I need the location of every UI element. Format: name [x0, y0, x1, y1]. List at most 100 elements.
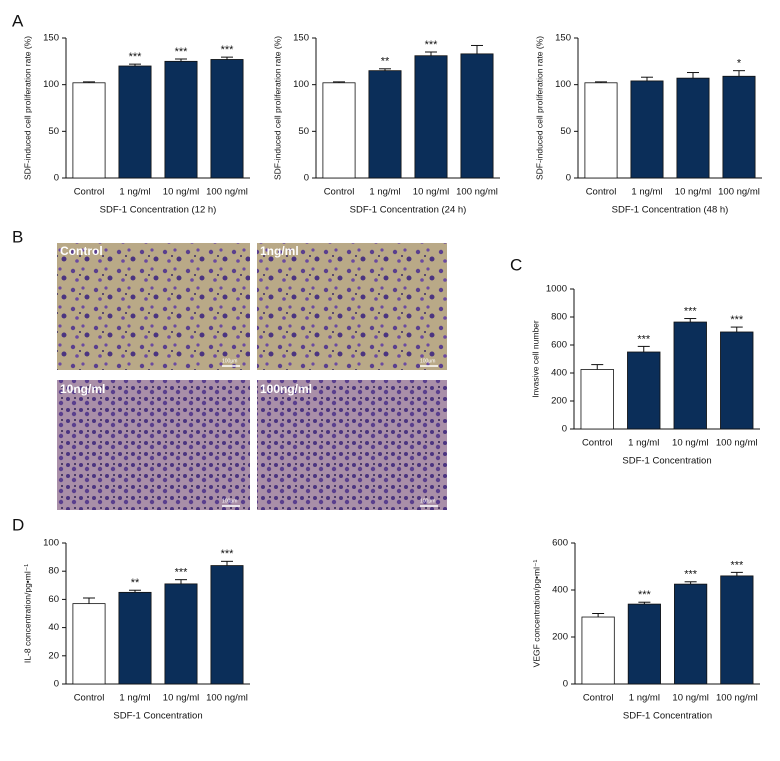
bar [674, 583, 708, 685]
y-axis-label: SDF-induced cell proliferation rate (%) [534, 36, 544, 180]
y-tick-label: 50 [298, 126, 309, 137]
micrograph [257, 380, 447, 510]
micrograph [257, 243, 447, 370]
y-tick-label: 400 [552, 585, 568, 596]
y-tick-label: 150 [43, 33, 59, 44]
x-tick-label: 1 ng/ml [119, 187, 150, 198]
x-tick-label: Control [586, 187, 617, 198]
bar [581, 616, 615, 685]
x-tick-label: 1 ng/ml [628, 438, 659, 449]
bar [118, 65, 152, 179]
y-axis-label: VEGF concentration/pg•ml⁻¹ [531, 560, 541, 668]
y-tick-label: 600 [552, 538, 568, 549]
significance-label: *** [638, 589, 652, 601]
significance-label: *** [175, 46, 189, 58]
x-tick-label: 1 ng/ml [119, 693, 150, 704]
y-tick-label: 100 [293, 79, 309, 90]
x-tick-label: Control [583, 693, 614, 704]
bar [584, 82, 618, 179]
y-tick-label: 100 [43, 79, 59, 90]
x-tick-label: 1 ng/ml [369, 187, 400, 198]
y-tick-label: 0 [562, 424, 567, 435]
bar [164, 60, 198, 179]
bar [210, 565, 244, 685]
bar [414, 55, 448, 179]
significance-label: *** [221, 548, 235, 560]
x-tick-label: Control [74, 693, 105, 704]
y-tick-label: 150 [555, 33, 571, 44]
x-tick-label: 10 ng/ml [163, 187, 199, 198]
x-tick-label: Control [582, 438, 613, 449]
scale-label: 100μm [420, 498, 435, 504]
significance-label: * [737, 58, 742, 70]
y-tick-label: 0 [54, 173, 59, 184]
x-tick-label: 10 ng/ml [672, 693, 708, 704]
panel-letter: C [510, 255, 522, 274]
y-tick-label: 50 [48, 126, 59, 137]
bar [118, 591, 152, 685]
y-tick-label: 0 [566, 173, 571, 184]
y-tick-label: 0 [54, 679, 59, 690]
bar [580, 369, 614, 430]
y-tick-label: 800 [551, 312, 567, 323]
y-axis-label: SDF-induced cell proliferation rate (%) [272, 36, 282, 180]
y-tick-label: 50 [560, 126, 571, 137]
scale-label: 100μm [420, 358, 435, 364]
x-axis-label: SDF-1 Concentration (12 h) [100, 205, 217, 216]
significance-label: *** [221, 44, 235, 56]
y-tick-label: 40 [48, 622, 59, 633]
x-tick-label: 100 ng/ml [716, 438, 758, 449]
bar [627, 603, 661, 685]
y-tick-label: 0 [304, 173, 309, 184]
x-tick-label: 100 ng/ml [206, 187, 248, 198]
significance-label: *** [730, 314, 744, 326]
bar [72, 603, 106, 685]
micrograph-label: 10ng/ml [60, 382, 105, 396]
x-axis-label: SDF-1 Concentration [623, 711, 712, 722]
significance-label: *** [684, 569, 698, 581]
x-tick-label: Control [324, 187, 355, 198]
y-tick-label: 200 [551, 396, 567, 407]
x-tick-label: Control [74, 187, 105, 198]
y-axis-label: SDF-induced cell proliferation rate (%) [22, 36, 32, 180]
y-tick-label: 150 [293, 33, 309, 44]
y-tick-label: 0 [563, 679, 568, 690]
x-tick-label: 1 ng/ml [631, 187, 662, 198]
x-tick-label: 10 ng/ml [672, 438, 708, 449]
micrograph-label: 1ng/ml [260, 244, 299, 258]
micrograph [57, 243, 250, 370]
x-axis-label: SDF-1 Concentration [622, 456, 711, 467]
x-axis-label: SDF-1 Concentration [113, 711, 202, 722]
bar [720, 575, 754, 685]
y-tick-label: 100 [555, 79, 571, 90]
bar [722, 75, 756, 179]
significance-label: ** [381, 56, 390, 68]
x-tick-label: 100 ng/ml [718, 187, 760, 198]
y-axis-label: IL-8 concentration/pg•ml⁻¹ [22, 564, 32, 663]
y-tick-label: 20 [48, 650, 59, 661]
bar [368, 70, 402, 179]
y-tick-label: 100 [43, 538, 59, 549]
y-tick-label: 200 [552, 632, 568, 643]
panel-letter: B [12, 227, 23, 246]
y-tick-label: 600 [551, 340, 567, 351]
x-tick-label: 1 ng/ml [629, 693, 660, 704]
y-axis-label: Invasive cell number [530, 320, 540, 398]
significance-label: *** [730, 559, 744, 571]
bar [164, 583, 198, 685]
bar [673, 321, 707, 430]
significance-label: *** [129, 51, 143, 63]
y-tick-label: 1000 [546, 284, 567, 295]
x-tick-label: 10 ng/ml [413, 187, 449, 198]
y-tick-label: 80 [48, 566, 59, 577]
bar [676, 77, 710, 179]
panel-letter: A [12, 11, 24, 30]
scale-label: 100μm [222, 498, 237, 504]
significance-label: *** [684, 305, 698, 317]
bar [627, 351, 661, 430]
x-tick-label: 100 ng/ml [716, 693, 758, 704]
bar [210, 59, 244, 179]
x-axis-label: SDF-1 Concentration (24 h) [350, 205, 467, 216]
significance-label: *** [637, 333, 651, 345]
